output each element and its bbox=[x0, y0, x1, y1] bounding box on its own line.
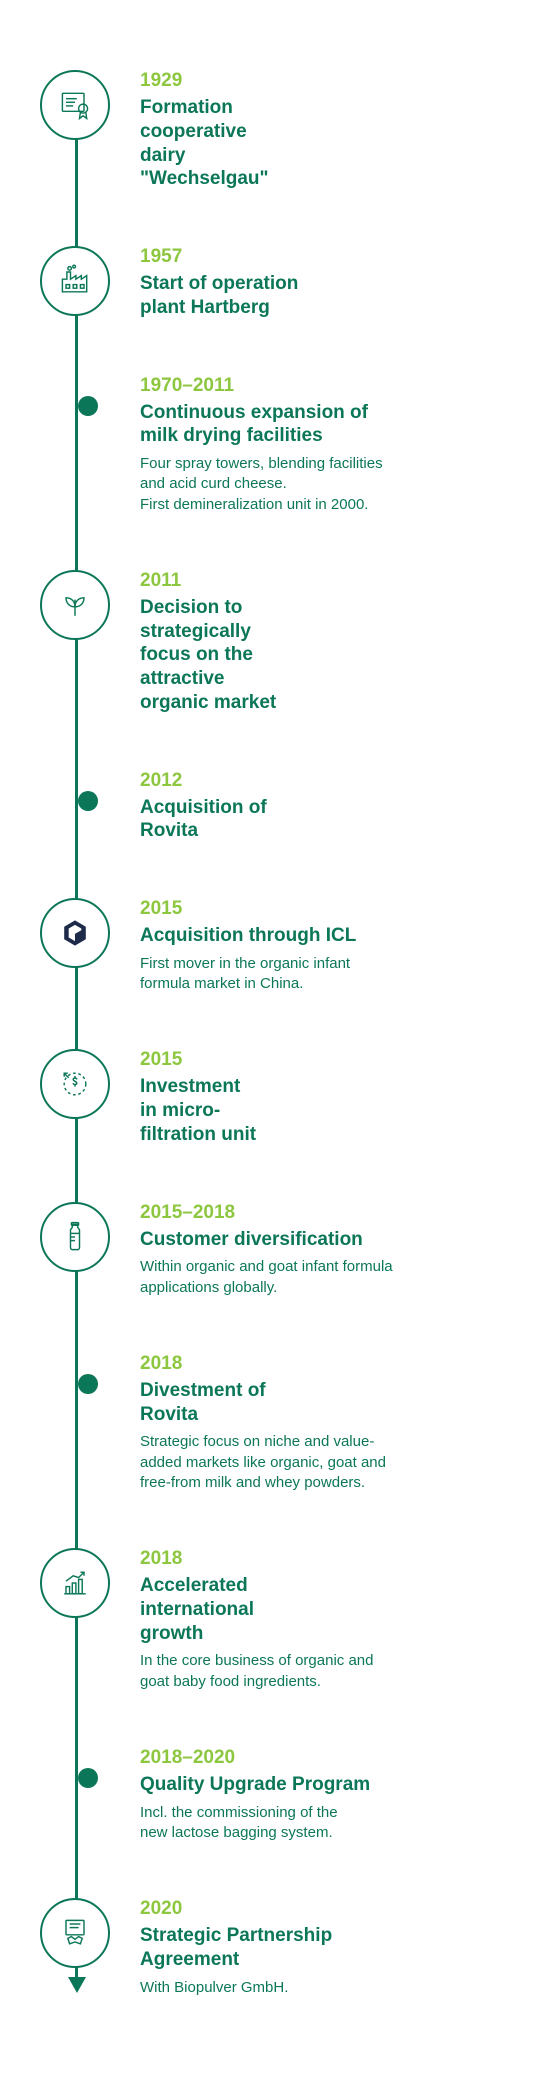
timeline-year: 2015 bbox=[140, 1049, 502, 1071]
timeline-entry: 2015 Acquisition through ICL First mover i… bbox=[140, 898, 502, 994]
timeline-dot-icon bbox=[40, 766, 110, 836]
timeline-desc: In the core business of organic and goat… bbox=[140, 1651, 390, 1692]
timeline-entry: 2018 Divestment of Rovita Strategic focus … bbox=[140, 1353, 502, 1493]
timeline-entry: 2015 Investment in micro-filtration unit bbox=[140, 1049, 502, 1146]
timeline-title: Investment in micro-filtration unit bbox=[140, 1075, 256, 1146]
timeline: 1929 Formation cooperative dairy "Wechsel… bbox=[40, 70, 502, 1998]
timeline-year: 2011 bbox=[140, 570, 502, 592]
timeline-year: 2018 bbox=[140, 1548, 502, 1570]
timeline-entry: 1929 Formation cooperative dairy "Wechsel… bbox=[140, 70, 502, 191]
timeline-title: Start of operation plant Hartberg bbox=[140, 272, 330, 320]
timeline-entry: 2012 Acquisition of Rovita bbox=[140, 770, 502, 844]
timeline-arrow-icon bbox=[68, 1977, 86, 1993]
timeline-entry: 1970–2011 Continuous expansion of milk dr… bbox=[140, 375, 502, 515]
timeline-dot-icon bbox=[40, 1743, 110, 1813]
timeline-title: Acquisition through ICL bbox=[140, 924, 502, 948]
timeline-title: Strategic Partnership Agreement bbox=[140, 1924, 372, 1972]
timeline-year: 1970–2011 bbox=[140, 375, 502, 397]
timeline-entry: 2018–2020 Quality Upgrade Program Incl. th… bbox=[140, 1747, 502, 1843]
bottle-icon bbox=[40, 1202, 110, 1272]
handshake-icon bbox=[40, 1898, 110, 1968]
timeline-year: 1957 bbox=[140, 246, 502, 268]
timeline-entry: 2020 Strategic Partnership Agreement With … bbox=[140, 1898, 502, 1998]
timeline-desc: Within organic and goat infant formula a… bbox=[140, 1257, 407, 1298]
timeline-entry: 2015–2018 Customer diversification Within … bbox=[140, 1202, 502, 1298]
timeline-year: 2018 bbox=[140, 1353, 502, 1375]
growth-icon bbox=[40, 1548, 110, 1618]
icl-icon bbox=[40, 898, 110, 968]
factory-icon bbox=[40, 246, 110, 316]
timeline-title: Quality Upgrade Program bbox=[140, 1773, 502, 1797]
timeline-title: Decision to strategically focus on the a… bbox=[140, 596, 277, 715]
timeline-year: 2015 bbox=[140, 898, 502, 920]
timeline-title: Formation cooperative dairy "Wechselgau" bbox=[140, 96, 288, 191]
timeline-desc: First mover in the organic infant formul… bbox=[140, 954, 374, 995]
timeline-year: 1929 bbox=[140, 70, 502, 92]
timeline-title: Continuous expansion of milk drying faci… bbox=[140, 401, 394, 449]
timeline-desc: Strategic focus on niche and value-added… bbox=[140, 1432, 390, 1493]
certificate-icon bbox=[40, 70, 110, 140]
timeline-title: Customer diversification bbox=[140, 1228, 502, 1252]
timeline-desc: Four spray towers, blending facilities a… bbox=[140, 454, 390, 515]
timeline-entry: 1957 Start of operation plant Hartberg bbox=[140, 246, 502, 320]
leaf-icon bbox=[40, 570, 110, 640]
timeline-dot-icon bbox=[40, 1349, 110, 1419]
timeline-title: Divestment of Rovita bbox=[140, 1379, 288, 1427]
timeline-entry: 2011 Decision to strategically focus on t… bbox=[140, 570, 502, 715]
timeline-year: 2012 bbox=[140, 770, 502, 792]
timeline-year: 2018–2020 bbox=[140, 1747, 502, 1769]
timeline-entry: 2018 Accelerated international growth In t… bbox=[140, 1548, 502, 1692]
timeline-title: Acquisition of Rovita bbox=[140, 796, 288, 844]
timeline-year: 2015–2018 bbox=[140, 1202, 502, 1224]
timeline-desc: Incl. the commissioning of the new lacto… bbox=[140, 1803, 357, 1844]
timeline-desc: With Biopulver GmbH. bbox=[140, 1978, 502, 1998]
dollar-icon bbox=[40, 1049, 110, 1119]
timeline-year: 2020 bbox=[140, 1898, 502, 1920]
timeline-dot-icon bbox=[40, 371, 110, 441]
timeline-title: Accelerated international growth bbox=[140, 1574, 288, 1645]
